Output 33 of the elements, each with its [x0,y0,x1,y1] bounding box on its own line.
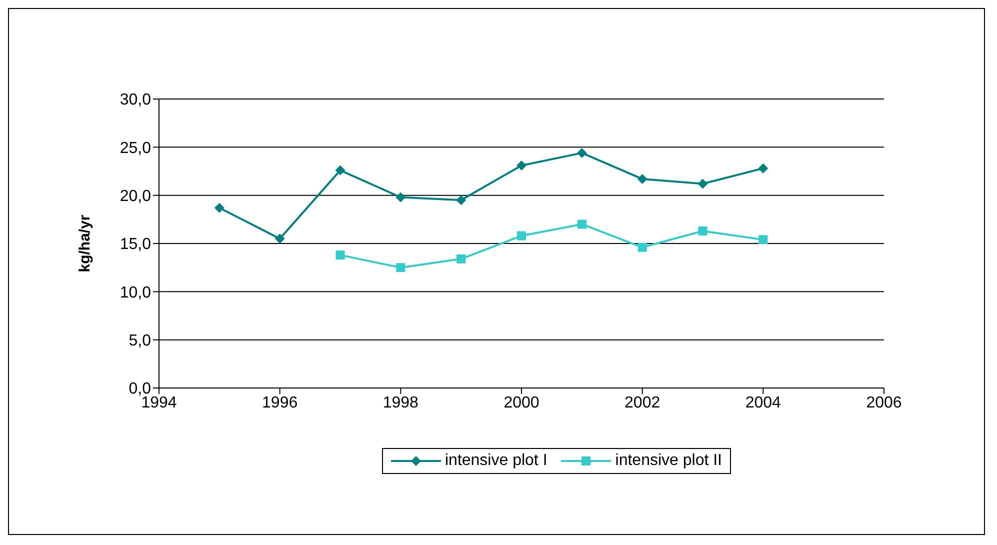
point [517,231,526,240]
x-tick-label: 1998 [382,394,419,412]
point [336,250,345,260]
point [335,165,346,176]
point [214,202,224,213]
x-tick-label: 2006 [866,394,902,412]
point [516,160,526,170]
y-tick-label: 15,0 [120,236,152,254]
x-tick-label: 2002 [624,394,660,412]
y-axis-title: kg/ha/yr [76,214,94,272]
point [758,235,768,244]
point [638,242,647,252]
y-tick-label: 30,0 [120,92,152,109]
y-tick-label: 20,0 [120,188,152,206]
point [274,234,285,244]
y-tick-label: 5,0 [128,332,152,350]
point [698,226,708,236]
y-tick-label: 10,0 [120,284,152,302]
point [698,178,708,189]
x-tick-label: 2000 [504,394,540,412]
point [456,254,466,264]
point [637,174,648,184]
x-tick-label: 2004 [745,394,782,412]
legend-label: intensive plot I [444,452,548,470]
point [577,220,586,229]
y-tick-label: 25,0 [120,140,152,157]
point [396,192,406,202]
point [396,263,406,272]
point [576,148,587,158]
x-tick-label: 1996 [262,394,298,412]
legend-label: intensive plot II [614,452,722,470]
point [758,163,768,174]
point [456,195,466,206]
